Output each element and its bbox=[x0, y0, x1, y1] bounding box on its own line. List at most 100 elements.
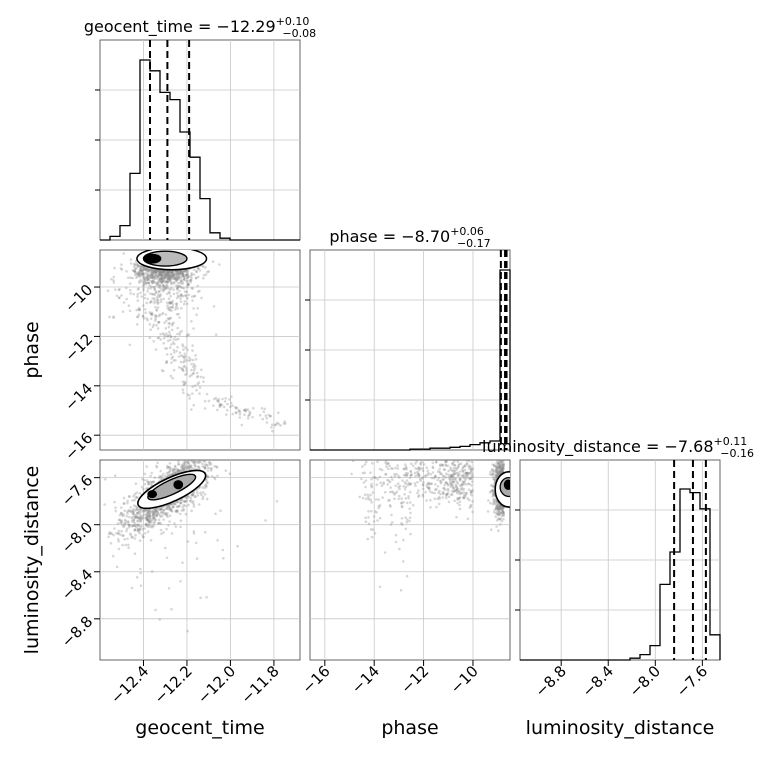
sample-point bbox=[141, 509, 145, 512]
sample-point bbox=[176, 332, 179, 336]
sample-point bbox=[495, 470, 498, 474]
sample-point bbox=[121, 534, 124, 538]
sample-point bbox=[173, 342, 176, 346]
sample-point bbox=[169, 288, 172, 291]
sample-point bbox=[405, 467, 408, 471]
sample-point bbox=[174, 525, 178, 528]
sample-point bbox=[110, 277, 113, 281]
sample-point bbox=[132, 518, 136, 521]
sample-point bbox=[417, 489, 420, 492]
sample-point bbox=[413, 471, 417, 475]
sample-point bbox=[182, 467, 186, 471]
sample-point bbox=[451, 463, 454, 466]
sample-point bbox=[501, 465, 505, 468]
title-geocent-time: geocent_time = −12.29+0.10 −0.08 bbox=[84, 15, 316, 40]
sample-point bbox=[178, 272, 182, 275]
sample-point bbox=[147, 287, 150, 291]
sample-point bbox=[175, 273, 179, 276]
sample-point bbox=[126, 510, 129, 513]
sample-point bbox=[186, 272, 189, 276]
sample-point bbox=[234, 406, 238, 410]
sample-point bbox=[441, 463, 444, 467]
sample-point bbox=[188, 464, 191, 467]
sample-point bbox=[158, 313, 161, 317]
sample-point bbox=[201, 495, 205, 499]
sample-point bbox=[191, 392, 194, 395]
sample-point bbox=[156, 507, 160, 511]
sample-point bbox=[453, 464, 457, 467]
sample-point bbox=[405, 574, 409, 578]
sample-point bbox=[181, 355, 185, 358]
sample-point bbox=[465, 474, 469, 477]
sample-point bbox=[491, 495, 495, 498]
sample-point bbox=[238, 410, 242, 414]
sample-point bbox=[180, 306, 183, 310]
sample-point bbox=[502, 511, 505, 514]
sample-point bbox=[500, 468, 503, 471]
sample-point bbox=[273, 423, 277, 427]
sample-point bbox=[498, 465, 502, 469]
sample-point bbox=[196, 494, 200, 497]
sample-point bbox=[143, 472, 147, 476]
sample-point bbox=[175, 284, 178, 287]
sample-point bbox=[155, 284, 158, 288]
sample-point bbox=[468, 467, 471, 470]
sample-point bbox=[469, 503, 473, 507]
sample-point bbox=[499, 471, 502, 475]
sample-point bbox=[180, 272, 184, 276]
sample-point bbox=[163, 474, 167, 478]
sample-point bbox=[450, 490, 454, 493]
sample-point bbox=[129, 276, 132, 280]
sample-point bbox=[416, 473, 419, 477]
sample-point bbox=[130, 536, 133, 539]
sample-point bbox=[151, 279, 154, 283]
contour bbox=[147, 473, 197, 501]
sample-point bbox=[420, 477, 424, 480]
sample-point bbox=[454, 489, 457, 492]
sample-point bbox=[143, 478, 146, 482]
sample-point bbox=[152, 269, 156, 272]
sample-point bbox=[402, 538, 405, 542]
sample-point bbox=[456, 488, 459, 492]
sample-point bbox=[173, 276, 176, 279]
sample-point bbox=[165, 556, 169, 560]
sample-point bbox=[454, 488, 458, 492]
sample-point bbox=[151, 297, 154, 300]
sample-point bbox=[123, 518, 127, 522]
sample-point bbox=[188, 460, 192, 462]
sample-point bbox=[151, 274, 155, 278]
sample-point bbox=[156, 282, 159, 286]
sample-point bbox=[168, 270, 171, 274]
sample-point bbox=[438, 489, 441, 493]
contour bbox=[147, 490, 158, 499]
sample-point bbox=[147, 278, 151, 282]
sample-point bbox=[160, 272, 163, 275]
sample-point bbox=[501, 470, 504, 473]
sample-point bbox=[131, 524, 134, 527]
sample-point bbox=[361, 460, 365, 461]
sample-point bbox=[161, 271, 164, 275]
panel-phase-vs-geocent-time bbox=[99, 249, 301, 451]
sample-point bbox=[174, 509, 178, 513]
sample-point bbox=[431, 466, 435, 470]
sample-point bbox=[460, 491, 463, 495]
sample-point bbox=[190, 362, 193, 366]
sample-point bbox=[164, 335, 167, 338]
sample-point bbox=[421, 483, 425, 487]
sample-point bbox=[128, 343, 132, 347]
sample-point bbox=[207, 399, 211, 403]
sample-point bbox=[421, 469, 425, 473]
sample-point bbox=[435, 460, 438, 464]
sample-point bbox=[469, 470, 473, 474]
sample-point bbox=[129, 262, 133, 265]
sample-point bbox=[500, 468, 503, 471]
sample-point bbox=[165, 284, 168, 287]
sample-point bbox=[168, 278, 171, 282]
sample-point bbox=[192, 372, 196, 375]
sample-point bbox=[187, 495, 191, 499]
sample-point bbox=[458, 490, 461, 493]
sample-point bbox=[213, 477, 217, 481]
sample-point bbox=[171, 270, 175, 274]
sample-point bbox=[154, 518, 157, 521]
sample-point bbox=[177, 285, 181, 289]
